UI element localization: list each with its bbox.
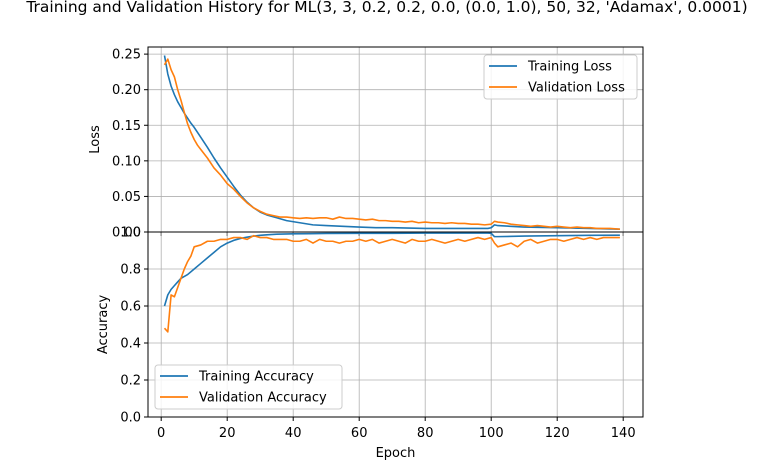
legend-label: Training Loss bbox=[527, 60, 612, 75]
legend: Training Accuracy Validation Accuracy bbox=[154, 364, 343, 410]
y-tick-label: 0.8 bbox=[120, 263, 141, 278]
accuracy-panel: 0.0 0.2 0.4 0.6 0.8 1.0 0 20 40 60 80 100 120 140 Accu… bbox=[96, 226, 644, 460]
y-tick-label: 1.0 bbox=[120, 226, 141, 241]
x-tick-label: 140 bbox=[611, 426, 636, 441]
y-tick-label: 0.05 bbox=[112, 190, 141, 205]
x-tick-label: 60 bbox=[351, 426, 368, 441]
y-tick-label: 0.00 bbox=[112, 226, 141, 241]
axes-frame bbox=[147, 231, 644, 418]
legend: Training Loss Validation Loss bbox=[483, 54, 638, 100]
legend-label: Training Accuracy bbox=[198, 370, 314, 385]
y-tick-label: 0.10 bbox=[112, 154, 141, 169]
y-tick-label: 0.2 bbox=[120, 374, 141, 389]
y-tick-label: 0.15 bbox=[112, 119, 141, 134]
y-tick-label: 0.6 bbox=[120, 300, 141, 315]
x-tick-label: 80 bbox=[417, 426, 434, 441]
x-tick-label: 20 bbox=[219, 426, 236, 441]
chart-title: Training and Validation History for ML(3… bbox=[25, 0, 747, 16]
x-tick-label: 100 bbox=[479, 426, 504, 441]
legend-label: Validation Loss bbox=[528, 81, 625, 96]
y-tick-label: 0.20 bbox=[112, 83, 141, 98]
x-tick-label: 0 bbox=[157, 426, 165, 441]
y-axis-label: Loss bbox=[88, 125, 103, 154]
y-axis-label: Accuracy bbox=[96, 295, 111, 355]
x-axis-label: Epoch bbox=[376, 446, 416, 460]
y-tick-label: 0.0 bbox=[120, 411, 141, 426]
series-line-training-accuracy bbox=[163, 232, 620, 307]
y-tick-label: 0.4 bbox=[120, 337, 141, 352]
legend-box bbox=[154, 364, 343, 410]
legend-label: Validation Accuracy bbox=[199, 391, 327, 406]
series-line-validation-loss bbox=[163, 58, 620, 230]
y-tick-label: 0.25 bbox=[112, 48, 141, 63]
x-tick-label: 120 bbox=[545, 426, 570, 441]
x-tick-label: 40 bbox=[285, 426, 302, 441]
legend-box bbox=[483, 54, 638, 100]
series-line-validation-accuracy bbox=[163, 234, 620, 333]
